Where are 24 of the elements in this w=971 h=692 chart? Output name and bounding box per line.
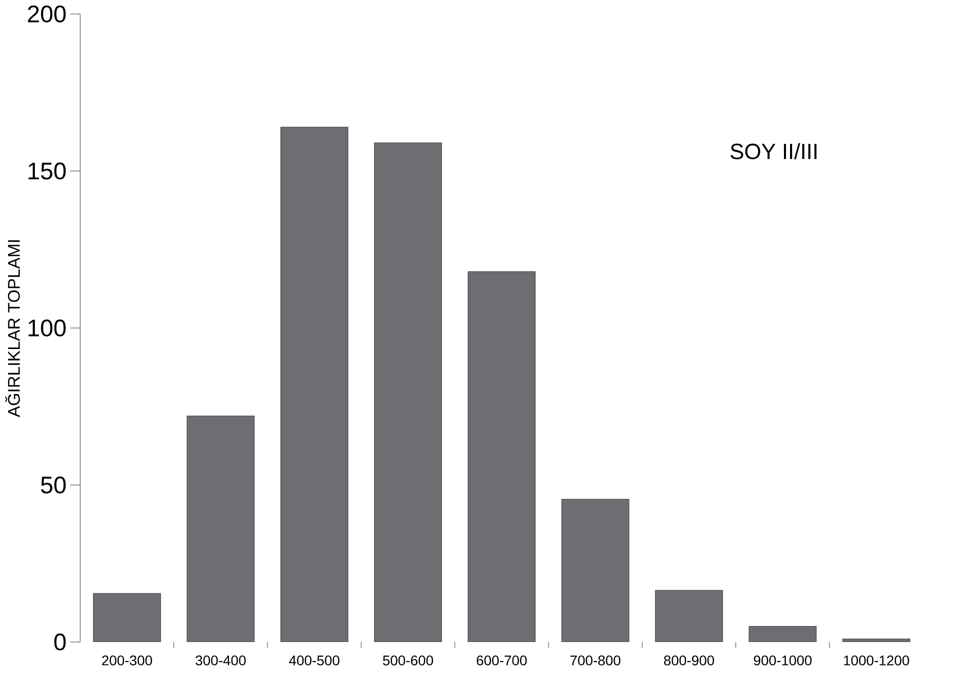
x-tick-label: 200-300 xyxy=(102,656,152,666)
bar xyxy=(186,416,254,642)
y-tick-label: 150 xyxy=(28,162,66,180)
x-tick-label: 300-400 xyxy=(196,656,246,666)
bar xyxy=(655,590,723,642)
bar xyxy=(562,499,630,642)
y-tick-label: 50 xyxy=(41,476,66,494)
bar xyxy=(93,593,161,642)
bar xyxy=(280,127,348,642)
x-tick-label: 700-800 xyxy=(570,656,620,666)
x-tick-label: 400-500 xyxy=(289,656,340,666)
y-tick-label: 0 xyxy=(54,634,66,650)
x-tick-label: 600-700 xyxy=(476,656,527,666)
annotation: SOY II/III xyxy=(730,143,816,160)
y-tick-label: 200 xyxy=(28,6,66,22)
x-tick-label: 1000-1200 xyxy=(844,656,910,666)
bar xyxy=(374,142,442,642)
x-tick-label: 500-600 xyxy=(382,656,434,666)
bar xyxy=(468,271,536,642)
x-tick-label: 900-1000 xyxy=(754,656,812,666)
x-tick-label: 800-900 xyxy=(664,656,714,666)
y-axis-title: AĞIRLIKLAR TOPLAMI xyxy=(5,240,20,418)
y-tick-label: 100 xyxy=(28,320,66,336)
bar xyxy=(748,626,816,642)
